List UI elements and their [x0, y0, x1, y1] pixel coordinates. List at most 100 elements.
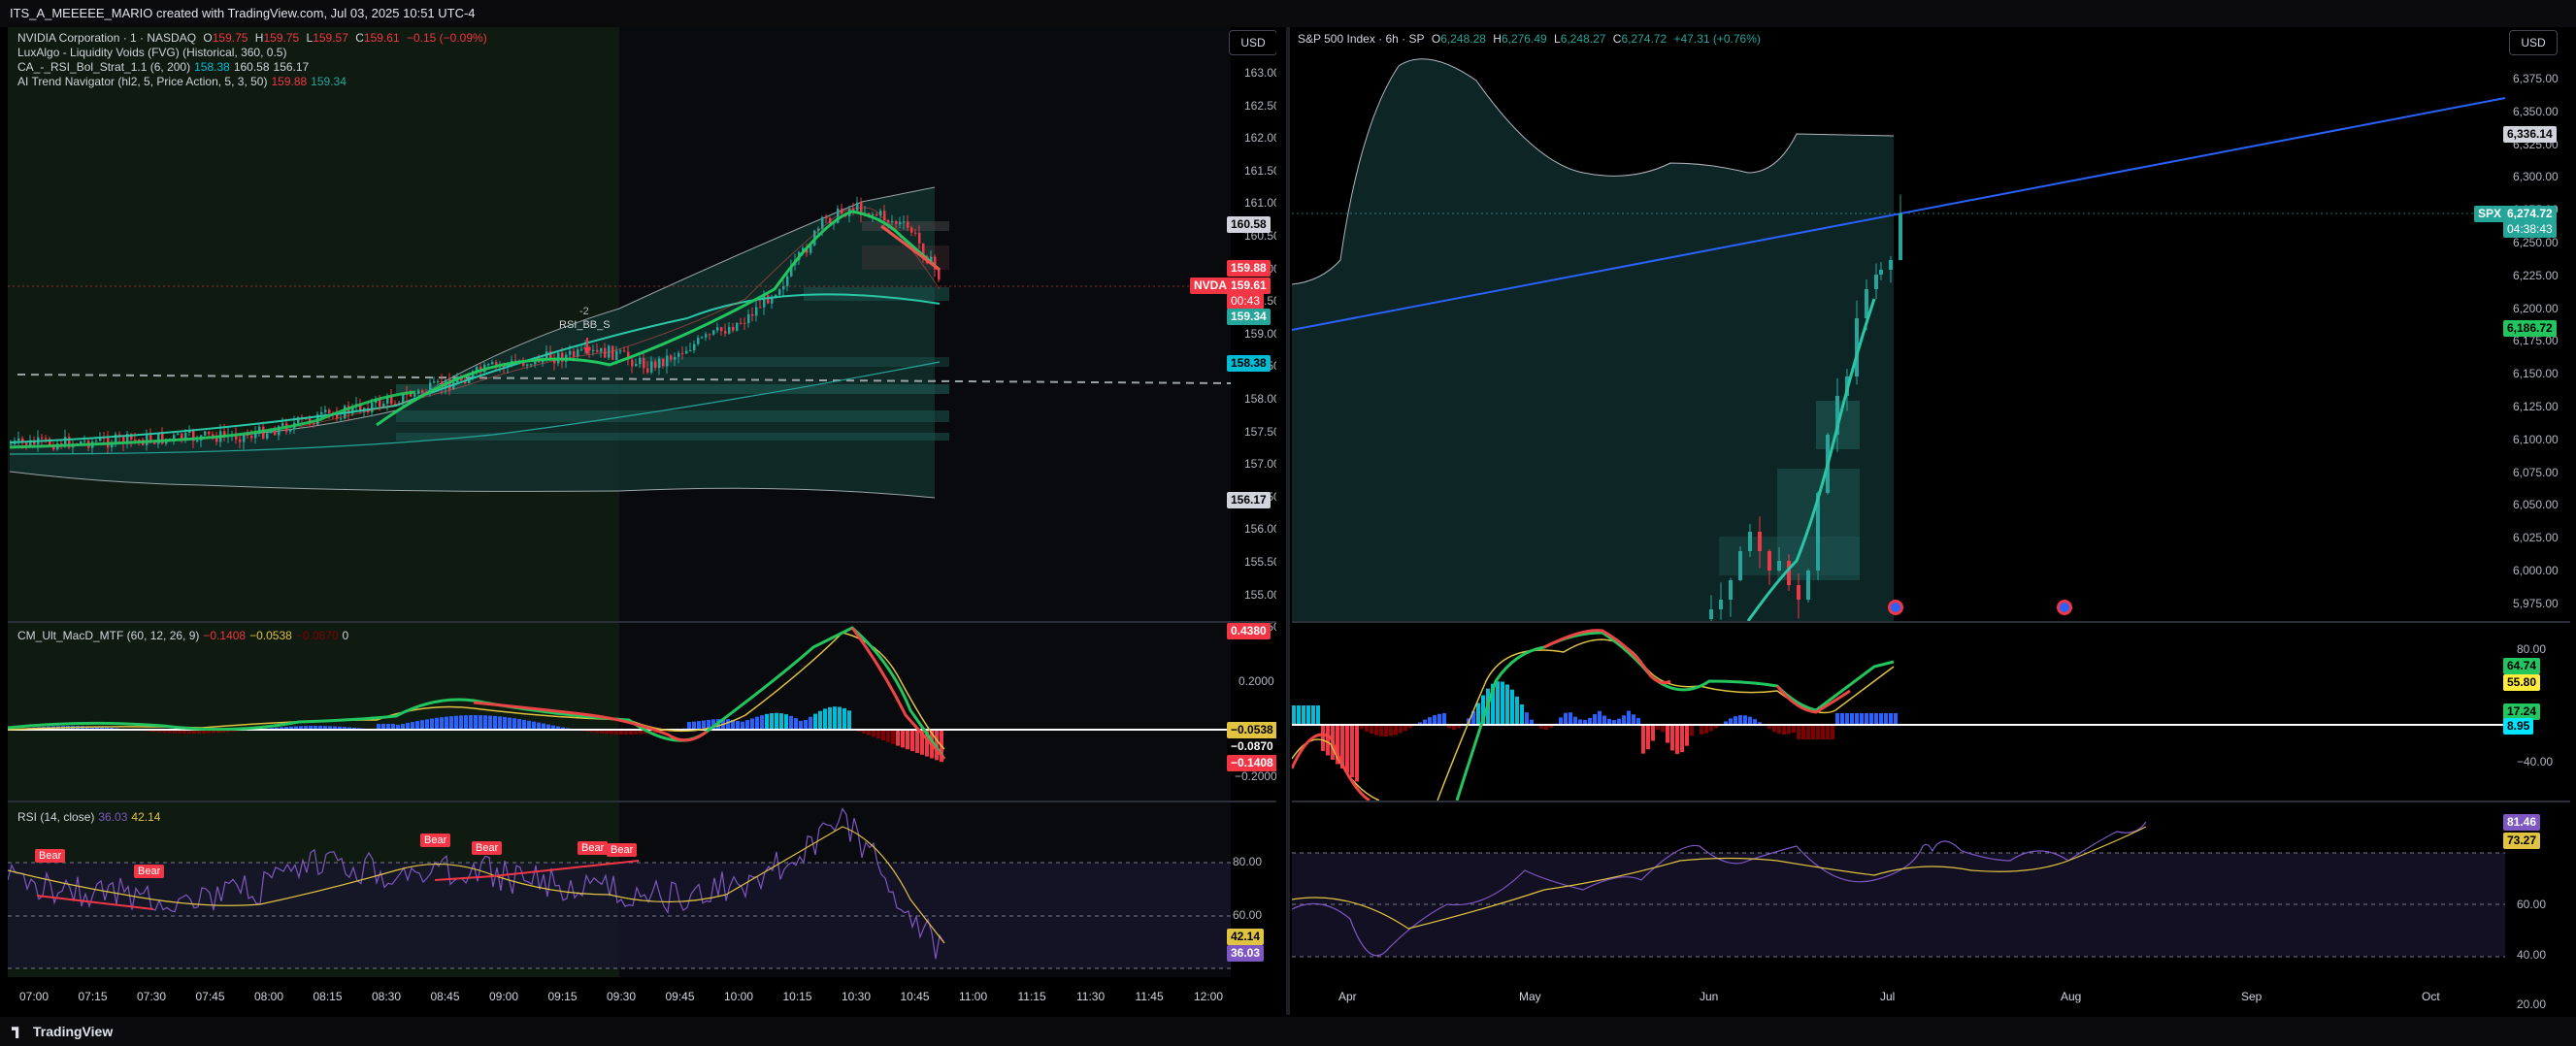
export-header: ITS_A_MEEEEE_MARIO created with TradingV…	[0, 0, 2576, 27]
macd-bar	[809, 716, 812, 730]
macd-bar	[314, 726, 317, 730]
candle	[802, 247, 805, 253]
macd-axis-label: −0.2000	[1235, 769, 1276, 783]
candle	[526, 364, 529, 366]
macd-bar	[847, 710, 851, 730]
macd-bar	[595, 730, 599, 734]
macd-bar	[1636, 718, 1640, 725]
price-axis-label: 156.00	[1244, 522, 1276, 537]
close-value: 159.61	[363, 31, 400, 45]
candle	[1777, 561, 1781, 571]
candle	[740, 322, 743, 324]
price-axis-label: 162.00	[1244, 131, 1276, 146]
open-value: 159.75	[212, 31, 248, 45]
candle	[351, 407, 354, 414]
macd-bar	[343, 727, 347, 730]
candle	[875, 213, 878, 215]
macd-bar	[1792, 725, 1796, 733]
pane-divider[interactable]	[1292, 621, 2570, 623]
candle	[17, 438, 20, 441]
time-axis-label: May	[1519, 990, 1541, 1003]
close-label: C	[355, 31, 364, 45]
macd-value-1: −0.1408	[203, 629, 247, 642]
right-currency-button[interactable]: USD	[2509, 30, 2558, 55]
macd-bar	[726, 719, 730, 730]
right-main-pane[interactable]	[1292, 27, 2570, 621]
right-chart[interactable]: S&P 500 Index · 6h · SP O6,248.28 H6,276…	[1292, 27, 2570, 1015]
macd-bar	[221, 730, 225, 733]
macd-bar	[512, 718, 516, 730]
indicator-rsi-bol[interactable]: CA_-_RSI_Bol_Strat_1.1 (6, 200) 158.38 160…	[17, 60, 491, 75]
candle	[759, 307, 762, 309]
candle	[743, 322, 746, 324]
indicator-luxalgo[interactable]: LuxAlgo - Liquidity Voids (FVG) (Histori…	[17, 46, 287, 59]
macd-bar	[1709, 725, 1713, 732]
candle	[732, 327, 735, 331]
pane-divider[interactable]	[8, 801, 1276, 802]
macd-bar	[1627, 710, 1631, 725]
left-macd-pane[interactable]	[8, 623, 1231, 801]
macd-bar	[1350, 725, 1354, 777]
tradingview-logo[interactable]: TradingView	[12, 1024, 113, 1039]
macd-bar	[910, 730, 914, 752]
candle	[918, 233, 921, 244]
left-time-axis[interactable]: 07:00 07:15 07:30 07:45 08:00 08:15 08:30 08:45…	[8, 988, 1231, 1011]
macd-bar	[741, 721, 744, 730]
upper-band-tag: 160.58	[1227, 216, 1271, 233]
macd-bar	[483, 715, 487, 730]
macd-legend[interactable]: CM_Ult_MacD_MTF (60, 12, 26, 9) −0.1408 −0…	[17, 629, 352, 642]
left-currency-button[interactable]: USD	[1229, 30, 1276, 55]
macd-bar	[1501, 681, 1504, 725]
right-rsi-pane[interactable]	[1292, 802, 2505, 977]
macd-bar	[736, 720, 740, 730]
macd-tag-b: −0.0870	[1227, 738, 1276, 755]
bear-label: Bear	[607, 843, 638, 857]
macd-bar	[1515, 696, 1519, 725]
price-axis-label: 6,175.00	[2513, 334, 2559, 348]
macd-bar	[304, 726, 308, 730]
macd-bar	[425, 719, 429, 730]
candle	[503, 365, 506, 368]
macd-bar	[527, 720, 531, 730]
layout-splitter[interactable]	[1286, 27, 1290, 1015]
macd-bar	[508, 717, 512, 730]
candle	[262, 426, 265, 439]
macd-bar	[770, 713, 774, 730]
right-time-axis[interactable]: Apr May Jun Jul Aug Sep Oct	[1292, 988, 2505, 1011]
macd-bar	[1889, 713, 1893, 725]
left-rsi-pane[interactable]	[8, 802, 1231, 977]
price-axis-label: 161.50	[1244, 163, 1276, 178]
macd-bar	[1345, 725, 1349, 773]
left-main-pane[interactable]	[8, 27, 1276, 621]
spx-ma-tag: 6,186.72	[2503, 320, 2557, 337]
macd-bar	[896, 730, 900, 746]
macd-bar	[833, 706, 837, 730]
candle	[903, 221, 906, 223]
candle	[809, 245, 812, 253]
macd-bar	[318, 726, 322, 730]
right-macd-pane[interactable]	[1292, 623, 2505, 801]
candle	[646, 368, 649, 373]
macd-bar	[1734, 716, 1737, 725]
price-axis-label: 163.00	[1244, 66, 1276, 80]
indicator-ai-trend[interactable]: AI Trend Navigator (hl2, 5, Price Action…	[17, 75, 491, 89]
pane-divider[interactable]	[1292, 801, 2570, 802]
macd-bar	[192, 730, 196, 734]
macd-bar	[1365, 725, 1369, 732]
candle	[662, 358, 665, 367]
macd-bar	[173, 730, 177, 734]
pane-divider[interactable]	[8, 621, 1276, 623]
rsi-legend[interactable]: RSI (14, close) 36.03 42.14	[17, 810, 164, 824]
macd-bar	[338, 726, 342, 730]
time-axis-label: 11:00	[959, 990, 988, 1003]
left-chart[interactable]: -2 RSI_BB_S NVIDIA Corporation · 1 · NAS…	[8, 27, 1276, 1015]
macd-bar	[600, 730, 604, 734]
macd-bar	[178, 730, 182, 734]
macd-bar	[862, 730, 866, 734]
left-legend: NVIDIA Corporation · 1 · NASDAQ O159.75 …	[17, 31, 491, 89]
macd-bar	[867, 730, 871, 735]
macd-bar	[711, 719, 715, 730]
macd-tag-a: 64.74	[2503, 658, 2541, 674]
candle	[177, 433, 180, 436]
bear-label: Bear	[134, 865, 165, 878]
